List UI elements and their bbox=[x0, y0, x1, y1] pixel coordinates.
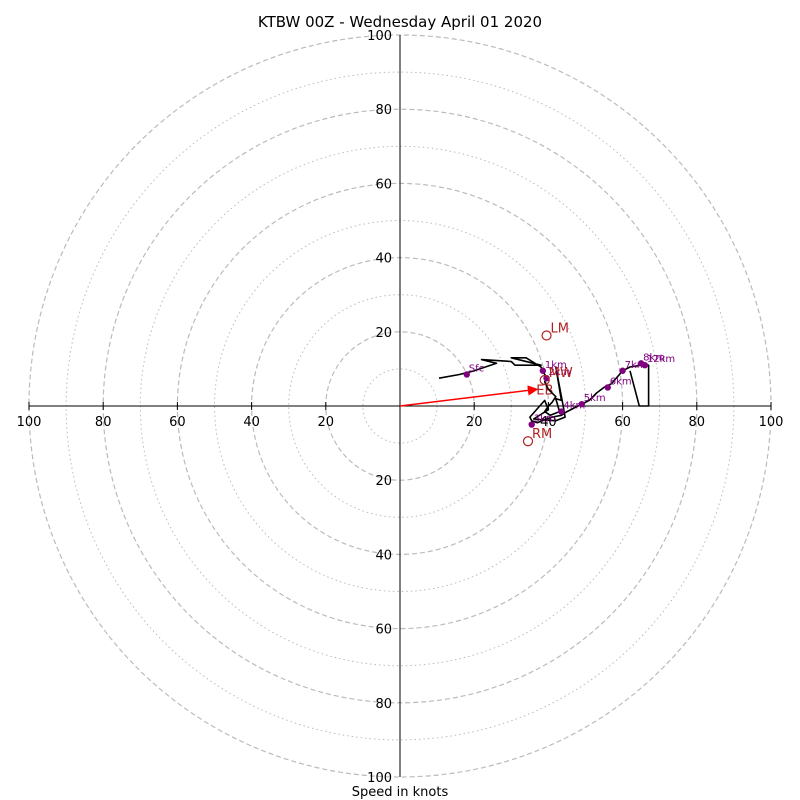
height-marker-label: 2km bbox=[549, 367, 571, 378]
tick-label: 100 bbox=[367, 29, 392, 44]
height-marker bbox=[539, 367, 547, 374]
height-marker-label: 8km bbox=[643, 352, 665, 363]
height-marker bbox=[463, 371, 470, 378]
tick-label: 20 bbox=[318, 415, 335, 430]
tick-label: 80 bbox=[689, 415, 706, 430]
storm-motion-marker bbox=[539, 374, 550, 386]
storm-motion-label: RM bbox=[532, 427, 552, 442]
tick-label: 40 bbox=[243, 415, 260, 430]
height-marker-label: 12km bbox=[647, 354, 675, 365]
x-axis-label: Speed in knots bbox=[352, 785, 449, 800]
storm-motion-marker bbox=[541, 330, 552, 341]
tick-label: 60 bbox=[614, 415, 631, 430]
tick-label: 80 bbox=[375, 697, 392, 712]
tick-label: 60 bbox=[169, 415, 186, 430]
tick-label: 40 bbox=[540, 415, 557, 430]
height-marker bbox=[578, 400, 585, 408]
tick-label: 80 bbox=[375, 103, 392, 118]
tick-label: 20 bbox=[375, 474, 392, 489]
height-marker-label: 3km bbox=[534, 414, 556, 425]
tick-label: 20 bbox=[466, 415, 483, 430]
height-marker-label: 1km bbox=[545, 360, 567, 371]
tick-label: 100 bbox=[17, 415, 42, 430]
chart-title: KTBW 00Z - Wednesday April 01 2020 bbox=[258, 13, 542, 31]
tick-label: 100 bbox=[759, 415, 784, 430]
tick-label: 40 bbox=[375, 548, 392, 563]
tick-label: 100 bbox=[367, 771, 392, 786]
mean-wind-vector-label: EB bbox=[536, 383, 553, 398]
height-marker bbox=[619, 367, 626, 374]
height-marker bbox=[641, 361, 649, 369]
tick-label: 40 bbox=[375, 252, 392, 267]
mean-wind-vector bbox=[399, 385, 539, 407]
height-marker-label: 5km bbox=[584, 393, 606, 404]
height-marker bbox=[604, 384, 611, 391]
height-marker-label: 6km bbox=[610, 376, 632, 387]
tick-label: 80 bbox=[95, 415, 112, 430]
storm-motion-markers: LM RM MW bbox=[522, 322, 573, 447]
height-marker-label: Sfc bbox=[469, 363, 484, 374]
tick-labels: 20 20 20 20 40 40 40 40 60 60 60 60 80 80 80 80 100 100 10… bbox=[17, 29, 784, 786]
storm-motion-marker bbox=[522, 436, 534, 447]
storm-motion-label: LM bbox=[551, 322, 569, 337]
height-marker-label: 4km bbox=[563, 401, 585, 412]
hodograph-trace bbox=[438, 357, 650, 424]
hodograph-series: EB bbox=[399, 357, 650, 424]
tick-label: 60 bbox=[375, 623, 392, 638]
tick-label: 20 bbox=[375, 326, 392, 341]
storm-motion-label: MW bbox=[549, 366, 573, 381]
height-marker bbox=[528, 421, 535, 428]
height-marker-label: 7km bbox=[625, 360, 647, 371]
height-marker bbox=[558, 408, 565, 415]
tick-label: 60 bbox=[375, 177, 392, 192]
